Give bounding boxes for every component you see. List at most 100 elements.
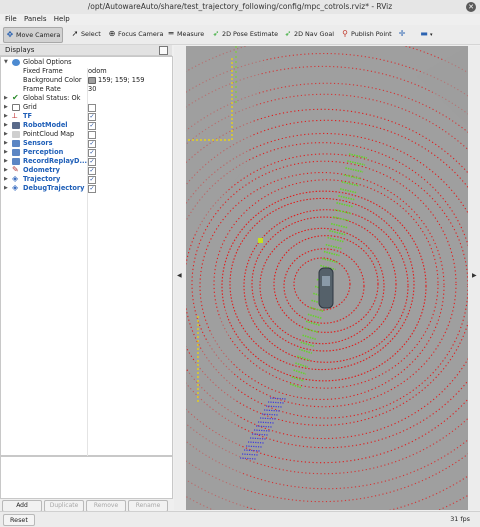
scan-shadow — [186, 46, 266, 246]
right-collapse-handle[interactable]: ▶ — [468, 46, 480, 510]
trajectory-marker — [321, 257, 338, 264]
tool-menu-button[interactable]: ▬ ▾ — [418, 27, 435, 41]
tree-row-debugtrajectory[interactable]: ▶ ◈ DebugTrajectory ✓ — [4, 183, 96, 193]
pose-estimate-button[interactable]: ➶ 2D Pose Estimate — [210, 27, 280, 41]
tree-row-grid[interactable]: ▶ Grid — [1, 103, 172, 112]
trajectory-marker — [291, 376, 305, 382]
expand-arrow-icon[interactable]: ▶ — [4, 185, 8, 191]
trajectory-marker — [348, 153, 368, 159]
grid-checkbox[interactable] — [88, 104, 96, 112]
perception-checkbox[interactable]: ✓ — [88, 149, 96, 157]
laser-scan-ring — [213, 179, 439, 389]
trajectory-marker — [338, 195, 356, 201]
laser-scan-ring — [243, 209, 409, 363]
boundary-line — [188, 58, 233, 141]
robotmodel-checkbox[interactable]: ✓ — [88, 122, 96, 130]
debug-trajectory-marker — [243, 449, 261, 452]
tree-row-pointcloud-map[interactable]: ▶ PointCloud Map — [1, 130, 172, 139]
tree-row-global-status[interactable]: ▶ ✔ Global Status: Ok — [4, 93, 81, 103]
description-area — [0, 456, 173, 499]
expand-arrow-icon[interactable]: ▶ — [4, 131, 8, 137]
displays-tree[interactable]: ▼ Global Options Fixed Frame odom Backgr… — [0, 56, 173, 462]
debug-trajectory-marker — [255, 425, 273, 428]
tree-row-odometry[interactable]: ▶ ✎ Odometry ✓ — [4, 165, 96, 175]
color-swatch[interactable] — [88, 77, 96, 84]
publish-point-button[interactable]: ⚲ Publish Point — [339, 27, 394, 41]
trajectory-marker — [323, 250, 340, 257]
grid-icon — [12, 104, 20, 111]
trajectory-marker — [330, 222, 348, 229]
render-view[interactable] — [186, 46, 468, 510]
tree-row-fixed-frame[interactable]: Fixed Frame odom — [23, 67, 107, 75]
laser-scan-ring — [283, 248, 365, 324]
tree-row-background-color[interactable]: Background Color 159; 159; 159 — [23, 76, 145, 84]
trajectory-marker — [295, 362, 309, 368]
measure-button[interactable]: ═ Measure — [165, 27, 206, 41]
laser-scan-ring — [186, 119, 468, 449]
left-collapse-handle[interactable]: ◀ — [174, 46, 186, 510]
expand-arrow-icon[interactable]: ▶ — [4, 122, 8, 128]
menu-help[interactable]: Help — [53, 15, 70, 23]
tree-row-tf[interactable]: ▶ ⟂ TF ✓ — [4, 111, 96, 121]
recordreplay-checkbox[interactable]: ✓ — [88, 158, 96, 166]
undock-icon[interactable] — [159, 46, 168, 55]
green-arrow-icon: ➶ — [284, 29, 292, 38]
3d-viewport[interactable] — [186, 46, 468, 510]
menu-file[interactable]: File — [5, 15, 17, 23]
reset-button[interactable]: Reset — [3, 514, 35, 526]
tree-row-global-options[interactable]: ▼ Global Options — [4, 58, 72, 66]
add-button[interactable]: Add — [2, 500, 42, 512]
tree-row-recordreplay[interactable]: ▶ RecordReplayD... ✓ — [4, 157, 96, 166]
tree-row-sensors[interactable]: ▶ Sensors ✓ — [4, 139, 96, 148]
sensors-checkbox[interactable]: ✓ — [88, 140, 96, 148]
menu-bar: File Panels Help — [0, 14, 480, 25]
dropdown-minus-icon: ▬ — [420, 29, 428, 38]
column-divider — [87, 68, 88, 462]
displays-dock-title: Displays — [0, 45, 172, 56]
focus-camera-button[interactable]: ⊕ Focus Camera — [106, 27, 165, 41]
expand-arrow-icon[interactable]: ▶ — [4, 113, 8, 119]
laser-scan-ring — [221, 190, 427, 382]
ruler-icon: ═ — [168, 29, 174, 38]
laser-scan-ring — [191, 160, 457, 408]
menu-panels[interactable]: Panels — [23, 15, 47, 23]
expand-arrow-icon[interactable]: ▶ — [4, 140, 8, 146]
scan-shadow — [186, 306, 246, 510]
select-button[interactable]: ➚ Select — [69, 27, 103, 41]
tree-row-robotmodel[interactable]: ▶ RobotModel ✓ — [4, 121, 96, 130]
laser-scan-ring — [186, 93, 468, 475]
laser-scan-ring — [186, 65, 468, 503]
debug-trajectory-marker — [241, 453, 259, 456]
debug-trajectory-marker — [245, 445, 263, 448]
expand-arrow-icon[interactable]: ▼ — [4, 59, 8, 65]
expand-arrow-icon[interactable]: ▶ — [4, 167, 8, 173]
tree-row-frame-rate[interactable]: Frame Rate 30 — [23, 85, 97, 93]
expand-arrow-icon[interactable]: ▶ — [4, 158, 8, 164]
odometry-checkbox[interactable]: ✓ — [88, 167, 96, 175]
laser-scan-ring — [273, 235, 379, 333]
focus-camera-icon: ⊕ — [108, 29, 116, 38]
close-icon[interactable]: ✕ — [466, 2, 476, 12]
trajectory-marker — [347, 160, 366, 166]
trajectory-marker — [343, 174, 362, 180]
expand-arrow-icon[interactable]: ▶ — [4, 176, 8, 182]
trajectory-checkbox[interactable]: ✓ — [88, 176, 96, 184]
expand-arrow-icon[interactable]: ▶ — [4, 104, 8, 110]
nav-goal-button[interactable]: ➶ 2D Nav Goal — [282, 27, 336, 41]
expand-arrow-icon[interactable]: ▶ — [4, 149, 8, 155]
debugtrajectory-checkbox[interactable]: ✓ — [88, 185, 96, 193]
move-camera-button[interactable]: ✥ Move Camera — [3, 27, 64, 43]
tf-checkbox[interactable]: ✓ — [88, 113, 96, 121]
debug-trajectory-marker — [251, 433, 269, 436]
tree-row-perception[interactable]: ▶ Perception ✓ — [4, 148, 96, 157]
check-icon: ✔ — [12, 93, 19, 102]
tree-row-trajectory[interactable]: ▶ ◈ Trajectory ✓ — [4, 174, 96, 184]
expand-arrow-icon[interactable]: ▶ — [4, 95, 8, 101]
toolbar: ✥ Move Camera ➚ Select ⊕ Focus Camera ═ Meas… — [0, 25, 480, 45]
displays-title: Displays — [5, 46, 35, 54]
add-tool-button[interactable]: ✛ — [396, 27, 410, 41]
debug-trajectory-marker — [263, 409, 281, 412]
folder-icon — [12, 158, 20, 165]
pointcloud-checkbox[interactable] — [88, 131, 96, 139]
debug-trajectory-marker — [249, 437, 267, 440]
